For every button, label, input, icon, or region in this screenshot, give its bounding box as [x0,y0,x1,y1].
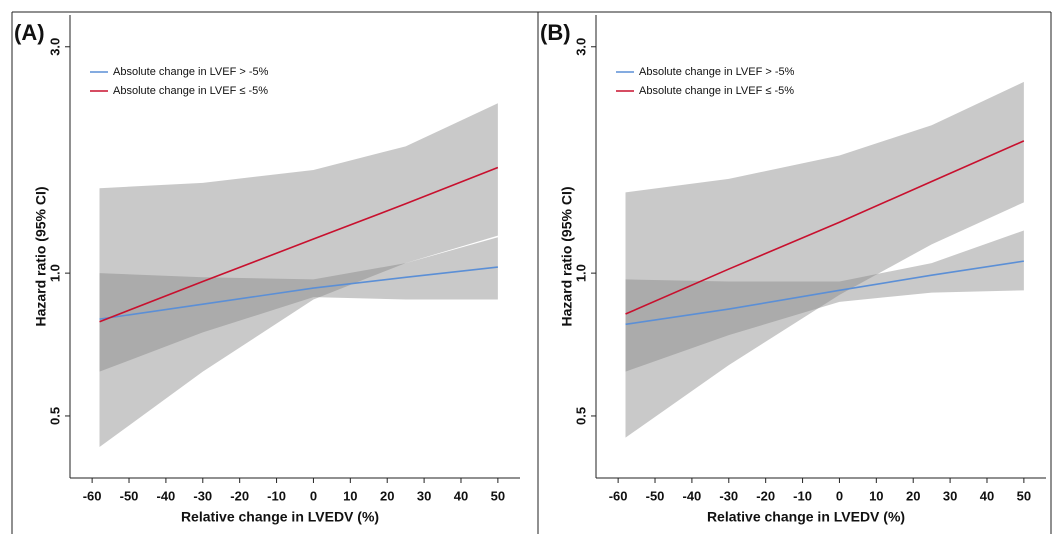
x-tick-label: 0 [310,488,317,503]
ci-band [625,230,1024,372]
line [99,266,498,320]
x-tick-label: 0 [836,488,843,503]
x-tick-label: -50 [120,488,139,503]
panel-label: (A) [14,20,45,45]
line [99,166,499,323]
x-tick-label: 50 [1017,488,1031,503]
ci-band [99,103,498,448]
x-tick-label: -30 [193,488,212,503]
legend-label: Absolute change in LVEF > -5% [113,66,269,78]
x-axis-label: Relative change in LVEDV (%) [181,509,379,525]
x-tick-label: -10 [267,488,286,503]
x-tick-label: -30 [719,488,738,503]
x-tick-label: 20 [906,488,920,503]
x-tick-label: -40 [157,488,176,503]
y-tick-label: 1.0 [47,264,62,282]
x-tick-label: -60 [83,488,102,503]
x-axis-label: Relative change in LVEDV (%) [707,509,905,525]
x-tick-label: 30 [943,488,957,503]
x-tick-label: 10 [343,488,357,503]
y-tick-label: 0.5 [573,407,588,425]
y-tick-label: 3.0 [573,38,588,56]
x-tick-label: 50 [491,488,505,503]
ci-band [625,81,1024,438]
x-tick-label: -50 [646,488,665,503]
x-tick-label: 10 [869,488,883,503]
x-tick-label: 40 [980,488,994,503]
legend-label: Absolute change in LVEF ≤ -5% [113,85,268,97]
y-tick-label: 3.0 [47,38,62,56]
legend-label: Absolute change in LVEF ≤ -5% [639,85,794,97]
x-tick-label: -10 [793,488,812,503]
y-tick-label: 0.5 [47,407,62,425]
y-axis-label: Hazard ratio (95% CI) [33,186,49,326]
x-tick-label: -60 [609,488,628,503]
panel-label: (B) [540,20,571,45]
y-tick-label: 1.0 [573,264,588,282]
x-tick-label: -20 [230,488,249,503]
ci-band [99,237,498,372]
x-tick-label: -40 [683,488,702,503]
legend-label: Absolute change in LVEF > -5% [639,66,795,78]
line [625,260,1024,326]
line [625,140,1025,315]
y-axis-label: Hazard ratio (95% CI) [559,186,575,326]
x-tick-label: 40 [454,488,468,503]
x-tick-label: -20 [756,488,775,503]
x-tick-label: 20 [380,488,394,503]
x-tick-label: 30 [417,488,431,503]
